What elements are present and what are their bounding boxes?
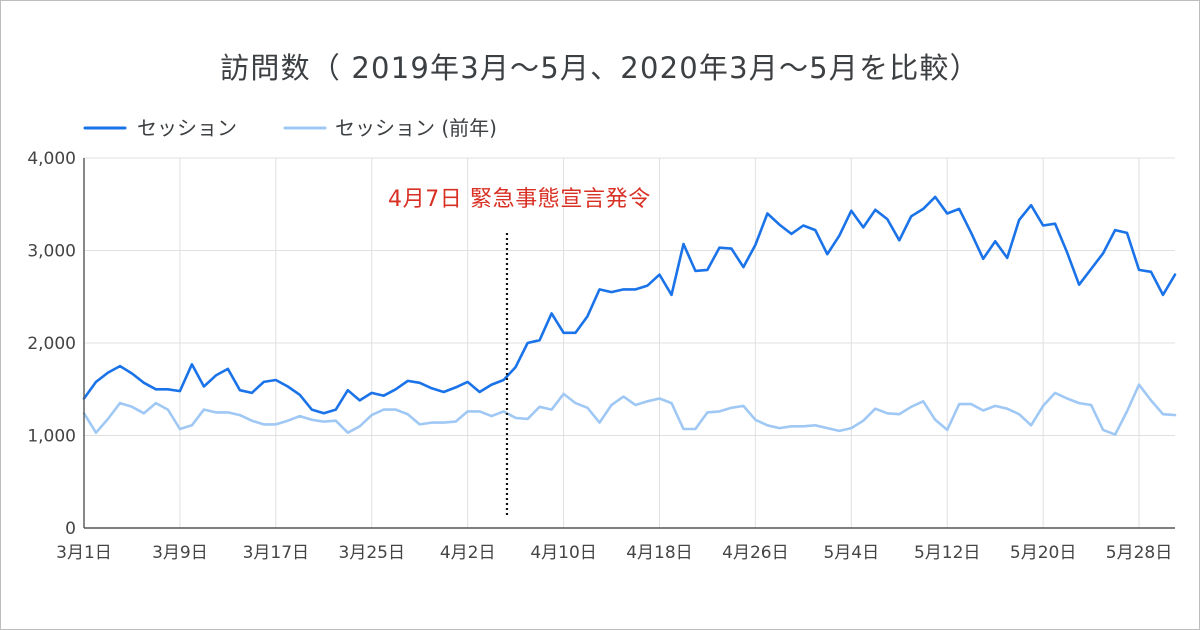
x-tick-label: 3月17日 bbox=[243, 543, 309, 563]
chart-title: 訪問数（ 2019年3月～5月、2020年3月～5月を比較） bbox=[220, 51, 980, 85]
x-tick-label: 3月9日 bbox=[152, 543, 208, 563]
legend-label-sessions: セッション bbox=[137, 116, 237, 140]
annotation: 4月7日 緊急事態宣言発令 bbox=[388, 187, 651, 518]
x-tick-label: 5月4日 bbox=[823, 543, 879, 563]
y-tick-label: 1,000 bbox=[27, 427, 76, 447]
x-tick-label: 4月10日 bbox=[530, 543, 596, 563]
annotation-label: 4月7日 緊急事態宣言発令 bbox=[388, 187, 651, 212]
y-tick-label: 2,000 bbox=[27, 334, 76, 354]
x-tick-label: 3月1日 bbox=[56, 543, 112, 563]
series-lines bbox=[82, 195, 1177, 436]
tick-labels: 0 1,000 2,000 3,000 4,000 3月1日 3月9日 3月17日 3月25日 4… bbox=[27, 149, 1172, 563]
x-tick-label: 5月12日 bbox=[914, 543, 980, 563]
legend-item-sessions-previous-year: セッション (前年) bbox=[283, 116, 497, 140]
y-tick-label: 0 bbox=[65, 519, 76, 539]
y-tick-label: 3,000 bbox=[27, 242, 76, 262]
x-tick-label: 4月26日 bbox=[722, 543, 788, 563]
legend-item-sessions: セッション bbox=[83, 116, 237, 140]
x-tick-label: 3月25日 bbox=[339, 543, 405, 563]
x-tick-label: 4月2日 bbox=[440, 543, 496, 563]
series-line-sessions bbox=[82, 195, 1177, 415]
series-line-sessions-previous-year bbox=[82, 383, 1177, 436]
legend: セッション セッション (前年) bbox=[83, 116, 497, 140]
x-tick-label: 5月20日 bbox=[1010, 543, 1076, 563]
y-tick-label: 4,000 bbox=[27, 149, 76, 169]
legend-label-sessions-previous-year: セッション (前年) bbox=[335, 116, 497, 140]
gridlines bbox=[84, 157, 1175, 528]
axes bbox=[83, 158, 1175, 529]
x-tick-label: 5月28日 bbox=[1106, 543, 1172, 563]
x-tick-label: 4月18日 bbox=[626, 543, 692, 563]
